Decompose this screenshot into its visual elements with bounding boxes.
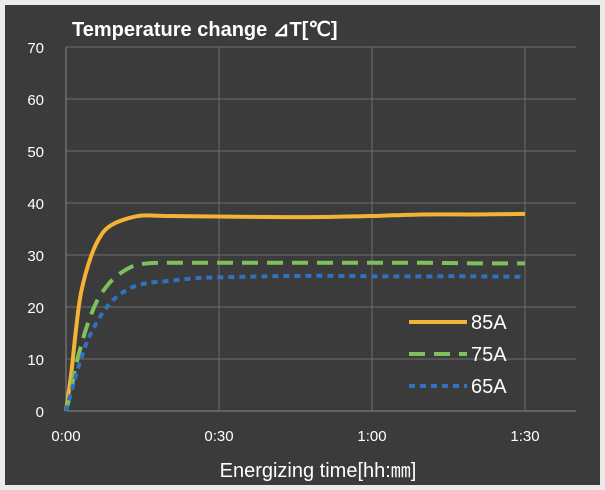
series-line-75a xyxy=(64,260,526,412)
y-tick-label: 0 xyxy=(36,404,44,421)
legend-label: 65A xyxy=(471,376,507,398)
y-tick-label: 30 xyxy=(27,248,44,265)
chart-title: Temperature change ⊿T[℃] xyxy=(72,19,338,41)
chart-background xyxy=(5,5,600,485)
series-line-65a xyxy=(64,273,526,412)
y-tick-label: 10 xyxy=(27,352,44,369)
series-line-85a xyxy=(64,211,526,412)
x-axis-label: Energizing time[hh:㎜] xyxy=(220,460,417,482)
y-tick-label: 50 xyxy=(27,144,44,161)
legend: 85A 75A 65A xyxy=(409,312,507,398)
y-tick-label: 20 xyxy=(27,300,44,317)
y-tick-label: 70 xyxy=(27,40,44,57)
legend-label: 75A xyxy=(471,344,507,366)
x-tick-label: 0:00 xyxy=(51,428,80,445)
x-tick-label: 0:30 xyxy=(204,428,233,445)
y-tick-label: 60 xyxy=(27,92,44,109)
x-tick-label: 1:00 xyxy=(357,428,386,445)
plot-area xyxy=(64,211,526,412)
legend-label: 85A xyxy=(471,312,507,334)
axes: 0 10 20 30 40 50 60 70 0:00 0:30 1:00 1:30 xyxy=(27,40,576,445)
x-tick-label: 1:30 xyxy=(510,428,539,445)
grid xyxy=(66,46,576,411)
y-tick-label: 40 xyxy=(27,196,44,213)
